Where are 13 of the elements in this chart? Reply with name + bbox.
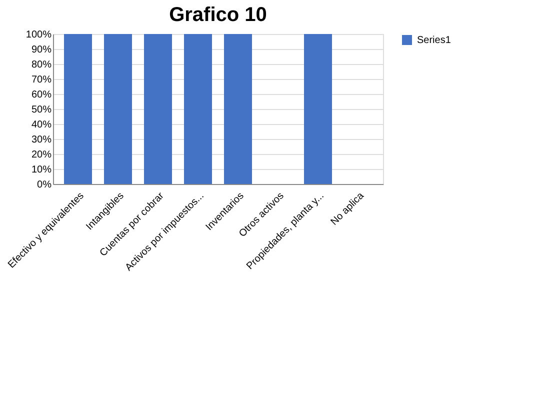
y-tick-label: 100% <box>26 30 52 40</box>
y-tick-label: 40% <box>31 120 52 130</box>
y-tick-label: 60% <box>31 90 52 100</box>
y-tick-label: 0% <box>37 180 52 190</box>
chart-title: Grafico 10 <box>169 4 267 26</box>
y-tick-label: 90% <box>31 44 52 56</box>
y-tick-label: 20% <box>31 150 52 160</box>
y-tick-label: 50% <box>31 104 52 116</box>
y-tick-label: 10% <box>31 164 52 176</box>
legend-label: Series1 <box>417 35 452 46</box>
y-tick-label: 30% <box>31 134 52 146</box>
y-tick-label: 80% <box>31 60 52 70</box>
y-tick-label: 70% <box>31 74 52 86</box>
